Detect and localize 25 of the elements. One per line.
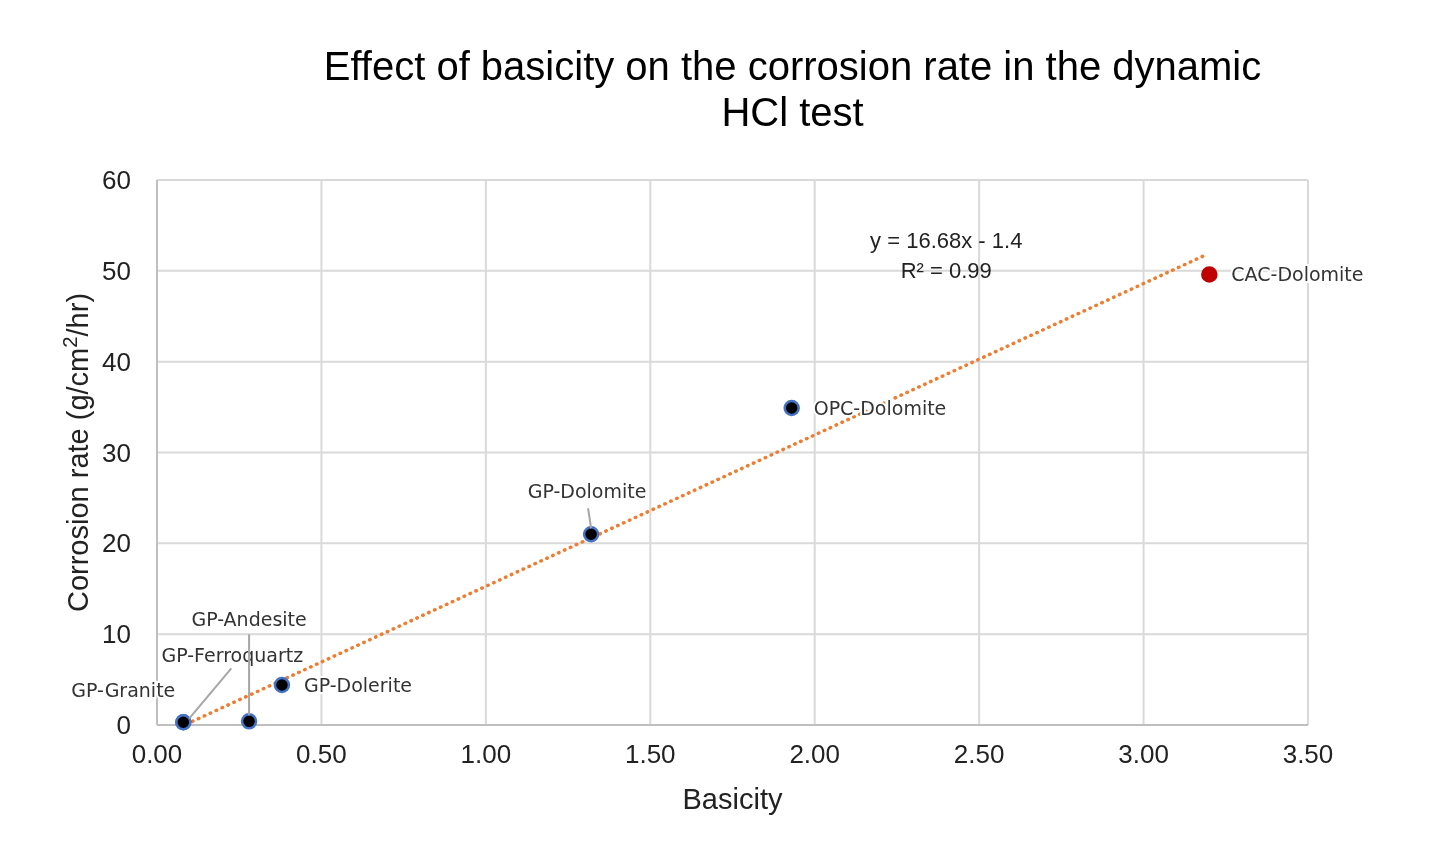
annotation: GP-Andesite: [191, 608, 307, 631]
y-tick-label: 50: [102, 255, 131, 286]
y-tick-label: 0: [116, 710, 131, 741]
annotation: R² = 0.99: [900, 258, 992, 284]
y-tick-label: 30: [102, 437, 131, 468]
annotation: GP-Dolerite: [303, 673, 413, 696]
x-tick-label: 1.50: [624, 739, 676, 769]
annotation: GP-Ferroquartz: [161, 643, 304, 666]
x-tick-label: 3.50: [1282, 739, 1334, 769]
annotation: CAC-Dolomite: [1231, 263, 1364, 286]
chart-title: Effect of basicity on the corrosion rate in the dynamic HCl test: [323, 44, 1262, 134]
y-tick-label: 10: [102, 619, 131, 650]
x-tick-label: 0.50: [296, 739, 347, 769]
x-tick-label: 2.50: [953, 739, 1005, 769]
y-tick-label: 60: [102, 165, 131, 196]
x-axis-title: Basicity: [682, 783, 783, 815]
x-tick-label: 0.00: [131, 739, 183, 769]
annotation: GP-Dolomite: [527, 479, 647, 502]
x-tick-label: 2.00: [789, 739, 841, 769]
annotation: y = 16.68x - 1.4: [870, 228, 1023, 254]
y-tick-label: 20: [102, 528, 131, 559]
annotation: GP-Granite: [71, 678, 176, 701]
x-tick-label: 1.00: [460, 739, 512, 769]
x-tick-label: 3.00: [1118, 739, 1169, 769]
y-tick-label: 40: [102, 346, 131, 377]
